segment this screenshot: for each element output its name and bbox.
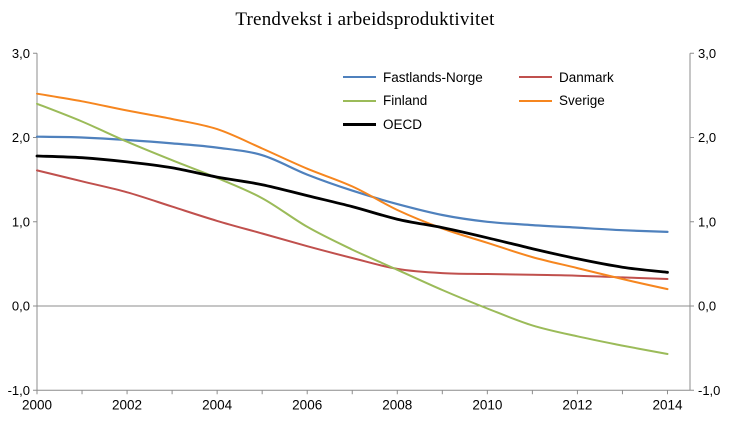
series-line-oecd <box>35 154 669 274</box>
x-axis-label: 2010 <box>472 397 502 412</box>
legend-item-sverige: Sverige <box>519 92 605 110</box>
x-axis-label: 2014 <box>652 397 683 412</box>
legend-label-finland: Finland <box>383 93 428 108</box>
y-axis-label-right: 1,0 <box>698 214 716 229</box>
y-axis-label-right: 2,0 <box>698 130 716 145</box>
y-axis-label-left: -1,0 <box>8 383 30 398</box>
legend-key-finland <box>343 99 376 102</box>
x-axis-label: 2000 <box>22 397 52 412</box>
y-axis-label-right: 3,0 <box>698 46 716 61</box>
chart-title: Trendvekst i arbeidsproduktivitet <box>235 9 495 30</box>
series-line-sverige <box>36 92 669 291</box>
y-axis-label-left: 2,0 <box>12 130 30 145</box>
y-axis-label-left: 1,0 <box>12 214 30 229</box>
y-axis-label-right: 0,0 <box>698 299 716 314</box>
legend-label-oecd: OECD <box>383 116 423 132</box>
x-axis-label: 2002 <box>112 397 142 412</box>
legend-key-oecd <box>343 122 376 126</box>
x-axis-label: 2008 <box>382 397 412 412</box>
x-axis-label: 2006 <box>292 397 322 412</box>
series-line-finland <box>36 102 669 355</box>
series-line-fastlands-norge <box>35 135 669 233</box>
legend-label-fastlands-norge: Fastlands-Norge <box>383 69 483 85</box>
x-axis-label: 2012 <box>562 397 592 412</box>
legend-item-danmark: Danmark <box>519 68 614 86</box>
legend-key-danmark <box>519 76 552 78</box>
legend-item-fastlands-norge: Fastlands-Norge <box>343 68 483 86</box>
legend-key-fastlands-norge <box>343 76 376 78</box>
y-axis-label-right: -1,0 <box>698 383 720 398</box>
x-axis-label: 2004 <box>202 397 233 412</box>
legend-item-finland: Finland <box>343 92 427 110</box>
legend-label-sverige: Sverige <box>559 93 605 108</box>
legend-key-sverige <box>519 99 552 102</box>
legend-label-danmark: Danmark <box>559 69 614 85</box>
series-line-danmark <box>36 169 669 280</box>
y-axis-label-left: 3,0 <box>12 46 30 61</box>
y-axis-label-left: 0,0 <box>12 299 30 314</box>
legend-item-oecd: OECD <box>343 115 422 133</box>
